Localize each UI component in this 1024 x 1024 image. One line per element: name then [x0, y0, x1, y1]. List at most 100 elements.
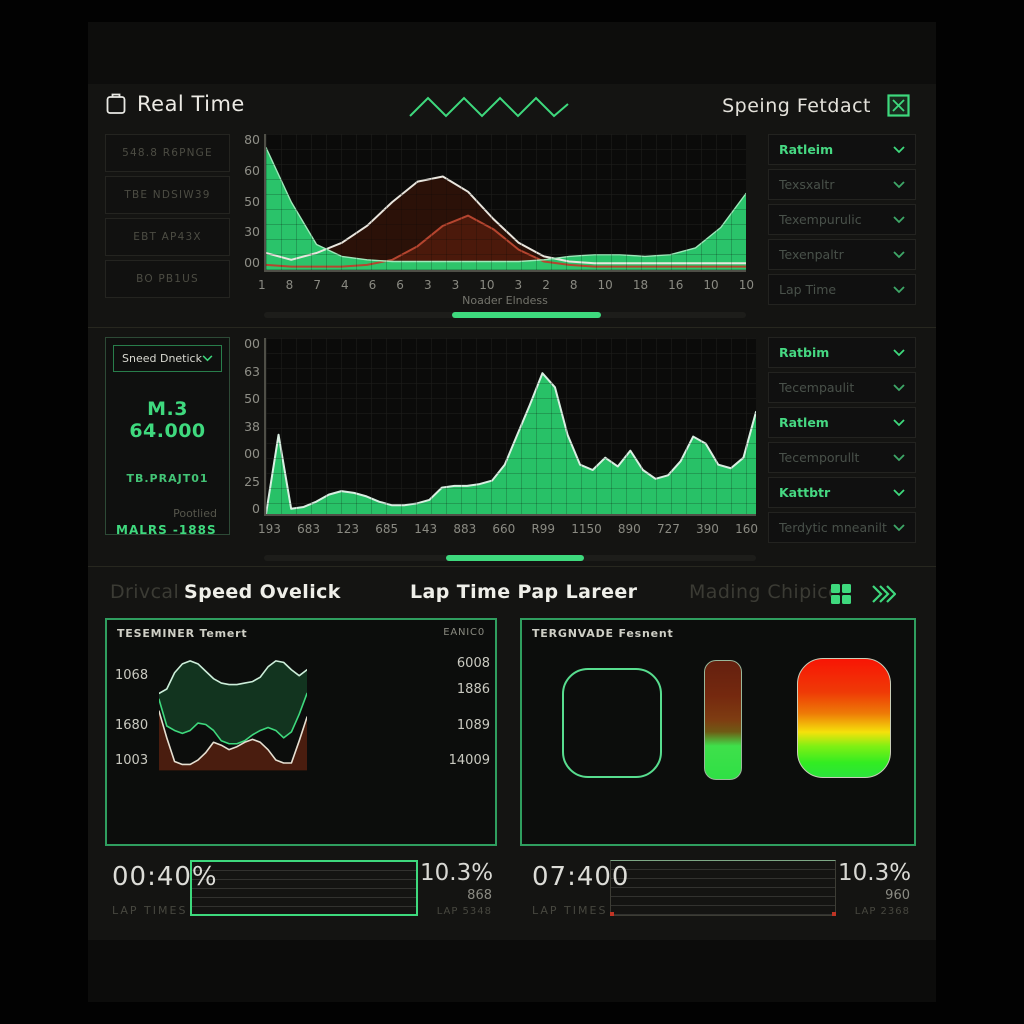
y-ticks: 0: [252, 501, 260, 516]
page-title: Real Time: [137, 92, 245, 116]
x-ticks: 883: [453, 522, 477, 536]
metric-dropdown-column-top: Ratleim Texsxaltr Texempurulic Texenpalt…: [768, 134, 916, 305]
x-ticks: 8: [285, 278, 294, 292]
section-tabs-row: Drivcal Speed Ovelick Lap Time Pap Laree…: [88, 575, 936, 613]
chevron-down-icon: [893, 383, 905, 391]
dropdown-kattbtr[interactable]: Kattbtr: [768, 477, 916, 508]
y-ticks: 30: [244, 224, 260, 240]
sidebar-button-range[interactable]: 548.8 R6PNGE: [105, 134, 230, 172]
dropdown-ratlem[interactable]: Ratlem: [768, 407, 916, 438]
x-ticks: 6: [368, 278, 377, 292]
dropdown-lap-time[interactable]: Lap Time: [768, 274, 916, 305]
clipboard-icon: [106, 93, 126, 114]
dropdown-tecemporullt[interactable]: Tecemporullt: [768, 442, 916, 473]
grid-view-icon[interactable]: [830, 583, 852, 605]
dropdown-texempurulic[interactable]: Texempurulic: [768, 204, 916, 235]
x-ticks: 3: [514, 278, 523, 292]
chevrons-right-icon[interactable]: [870, 584, 896, 604]
x-ticks: 7: [313, 278, 321, 292]
metric-dropdown-column-mid: Ratbim Tecempaulit Ratlem Tecemporullt K…: [768, 337, 916, 543]
dropdown-ratleim[interactable]: Ratleim: [768, 134, 916, 165]
heat-shapes-panel: TERGNVADE Fesnent: [520, 618, 916, 846]
x-ticks: R99: [531, 522, 556, 536]
marker-dot: [610, 912, 614, 916]
x-ticks: 16: [668, 278, 684, 292]
chart2-scrollbar[interactable]: [264, 555, 756, 561]
tab-drivcal[interactable]: Drivcal: [110, 581, 180, 603]
y-ticks: 38: [244, 418, 260, 434]
x-ticks: 143: [414, 522, 438, 536]
band-axis-label: 1003: [115, 753, 149, 768]
dropdown-texenpaltr[interactable]: Texenpaltr: [768, 239, 916, 270]
band-panel-title: TESEMINER Temert: [117, 627, 248, 640]
chevron-down-icon: [893, 285, 905, 293]
dropdown-tecempaulit[interactable]: Tecempaulit: [768, 372, 916, 403]
x-ticks: 193: [258, 522, 281, 536]
chevron-down-icon: [893, 145, 905, 153]
x-ticks: 685: [375, 522, 399, 536]
x-ticks: 4: [340, 278, 349, 292]
y-ticks: 50: [244, 193, 260, 209]
sidebar-button-apex[interactable]: EBT AP43X: [105, 218, 230, 256]
lap-time-right: 07:400: [532, 862, 630, 892]
lap-time-left: 00:40%: [112, 862, 218, 892]
chevron-down-icon: [893, 418, 905, 426]
heat-gradient-square: [797, 658, 891, 778]
x-ticks: 123: [336, 522, 360, 536]
tab-mading-chipice[interactable]: Mading Chipice: [689, 581, 841, 603]
x-ticks: 10: [597, 278, 613, 292]
tab-speed-ovelick[interactable]: Speed Ovelick: [184, 581, 341, 603]
bottom-strip: [88, 940, 936, 1002]
chevron-down-icon: [202, 355, 213, 362]
feedback-label: Speing Fetdact: [722, 94, 871, 117]
speed-metric-panel: Sneed Dnetick M.3 64.000 TB.PRAJT01 Poot…: [105, 337, 230, 537]
chart2-scrollbar-thumb[interactable]: [446, 555, 584, 561]
y-ticks: 00: [244, 336, 260, 351]
lap-list-left: [190, 860, 418, 916]
metric-main-value: M.3 64.000: [129, 398, 206, 442]
band-axis-label: 6008: [456, 656, 490, 671]
chevron-down-icon: [893, 250, 905, 258]
outline-rounded-square: [562, 668, 662, 778]
metric-bottom-value: MALRS -188S: [116, 523, 217, 537]
chevron-down-icon: [893, 453, 905, 461]
sidebar-button-pbius[interactable]: BO PB1US: [105, 260, 230, 298]
dropdown-texsxaltr[interactable]: Texsxaltr: [768, 169, 916, 200]
y-ticks: 00: [244, 255, 260, 270]
x-ticks: 683: [297, 522, 320, 536]
dropdown-terdytic[interactable]: Terdytic mneanilt: [768, 512, 916, 543]
chart1-y-axis: 80 60 50 30 00: [232, 132, 260, 270]
marker-dot: [832, 912, 836, 916]
left-button-column: 548.8 R6PNGE TBE NDSIW39 EBT AP43X BO PB…: [105, 134, 230, 298]
y-ticks: 00: [244, 446, 260, 461]
pct-sub2-left: LAP 5348: [436, 906, 492, 917]
y-ticks: 50: [244, 391, 260, 406]
speed-metric-dropdown[interactable]: Sneed Dnetick: [113, 345, 222, 372]
chart1-x-axis: 1 8 7 4 6 6 3 3 10 3 2 8 10 18 16 10 10: [258, 278, 754, 292]
x-ticks: 727: [656, 522, 680, 536]
zigzag-sparkline-icon: [409, 96, 569, 118]
tab-lap-time[interactable]: Lap Time Pap Lareer: [410, 581, 638, 603]
x-ticks: 8: [569, 278, 578, 292]
band-axis-label: 14009: [448, 753, 490, 768]
checkbox-checked-icon[interactable]: [887, 94, 910, 117]
band-axis-label: 1886: [456, 682, 490, 697]
x-ticks: 10: [703, 278, 719, 292]
x-ticks: 2: [542, 278, 550, 292]
chart1-scrollbar[interactable]: [264, 312, 746, 318]
y-ticks: 25: [244, 473, 260, 489]
x-ticks: 1150: [571, 522, 602, 536]
chevron-down-icon: [893, 348, 905, 356]
x-ticks: 6: [396, 278, 404, 292]
sidebar-button-ndsi[interactable]: TBE NDSIW39: [105, 176, 230, 214]
dropdown-ratbim[interactable]: Ratbim: [768, 337, 916, 368]
chart1-x-axis-title: Noader Elndess: [462, 294, 548, 307]
lap-stats-row: 00:40% LAP TIMES 10.3% 868 LAP 5348 07:4…: [88, 858, 936, 924]
chart1-scrollbar-thumb[interactable]: [451, 312, 602, 318]
metric-sub-value: TB.PRAJT01: [126, 472, 209, 485]
band-panel-title-right: EANIC0: [443, 627, 485, 638]
x-ticks: 10: [738, 278, 754, 292]
chart2-x-axis: 193 683 123 685 143 883 660 R99 1150 890 727 390 160: [258, 522, 758, 536]
x-ticks: 890: [617, 522, 641, 536]
chevron-down-icon: [893, 523, 905, 531]
